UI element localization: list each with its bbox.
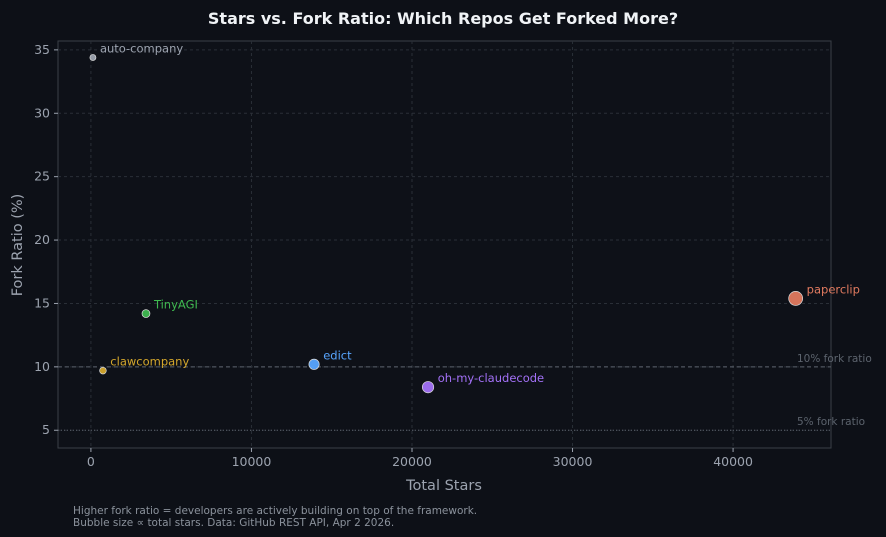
y-tick-label: 10 xyxy=(34,359,50,374)
data-point xyxy=(788,291,804,306)
y-tick-label: 35 xyxy=(34,42,50,57)
data-point-label: TinyAGI xyxy=(153,298,198,312)
data-point xyxy=(308,358,320,370)
data-point-label: paperclip xyxy=(807,282,860,296)
data-point-label: edict xyxy=(323,348,352,362)
chart-title: Stars vs. Fork Ratio: Which Repos Get Fo… xyxy=(208,9,678,28)
data-point-label: oh-my-claudecode xyxy=(438,371,544,385)
data-point-label: auto-company xyxy=(100,41,183,55)
data-point xyxy=(89,54,97,61)
x-axis-label: Total Stars xyxy=(405,478,482,494)
y-tick-label: 20 xyxy=(34,232,50,247)
y-tick-label: 30 xyxy=(34,105,50,120)
x-tick-label: 0 xyxy=(87,454,95,469)
footnote-line-1: Higher fork ratio = developers are activ… xyxy=(73,505,477,517)
y-axis-label: Fork Ratio (%) xyxy=(10,194,26,297)
reference-line-label: 5% fork ratio xyxy=(797,416,865,428)
plot-area xyxy=(57,40,832,449)
x-tick-label: 20000 xyxy=(392,454,432,469)
data-point xyxy=(421,381,435,394)
footnote-line-2: Bubble size ∝ total stars. Data: GitHub … xyxy=(73,517,394,529)
data-point xyxy=(141,309,151,318)
x-tick-label: 30000 xyxy=(553,454,593,469)
data-point-label: clawcompany xyxy=(110,355,189,369)
data-point xyxy=(99,366,107,375)
y-tick-label: 5 xyxy=(42,422,50,437)
x-tick-label: 40000 xyxy=(713,454,753,469)
y-tick-label: 15 xyxy=(34,295,50,310)
x-tick-label: 10000 xyxy=(232,454,272,469)
y-tick-label: 25 xyxy=(34,169,50,184)
reference-line-label: 10% fork ratio xyxy=(797,353,872,365)
